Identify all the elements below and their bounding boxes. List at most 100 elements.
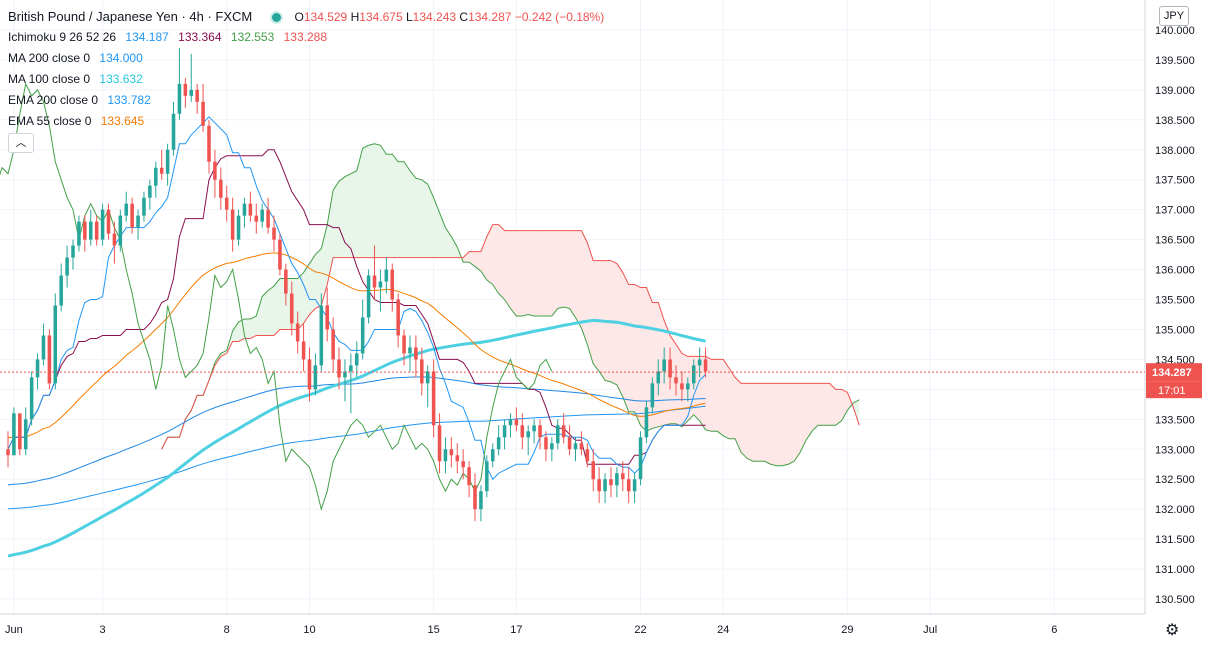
- indicator-ema200[interactable]: EMA 200 close 0 133.782: [8, 90, 604, 111]
- candle: [248, 191, 253, 222]
- senkou-span-a-line: [161, 143, 860, 467]
- cloud-segment: [374, 143, 381, 258]
- cloud-segment: [433, 197, 440, 258]
- cloud-segment: [475, 251, 481, 272]
- candle-body: [201, 101, 205, 126]
- cloud-segment: [492, 224, 499, 294]
- candle-body: [431, 371, 436, 426]
- indicator-value: 134.000: [99, 51, 143, 65]
- indicator-ma200[interactable]: MA 200 close 0 134.000: [8, 48, 604, 69]
- y-tick-label: 130.500: [1155, 594, 1195, 606]
- gear-icon[interactable]: ⚙: [1165, 622, 1180, 639]
- candle-body: [12, 413, 16, 456]
- candle: [260, 203, 264, 228]
- candle: [35, 353, 40, 390]
- cloud-segment: [540, 230, 546, 316]
- cloud-segment: [634, 284, 641, 426]
- candle-body: [420, 359, 424, 384]
- candle-body: [443, 449, 448, 462]
- candle-body: [284, 269, 288, 294]
- candle-body: [130, 203, 134, 228]
- indicator-ema55[interactable]: EMA 55 close 0 133.645: [8, 111, 604, 132]
- cloud-segment: [386, 154, 393, 258]
- candle: [165, 143, 170, 186]
- symbol-title[interactable]: British Pound / Japanese Yen · 4h · FXCM: [8, 9, 253, 24]
- candle-body: [278, 239, 282, 270]
- candle-body: [337, 359, 341, 378]
- candle-body: [207, 125, 211, 162]
- indicator-ichimoku[interactable]: Ichimoku 9 26 52 26 134.187 133.364 132.…: [8, 27, 604, 48]
- cloud-segment: [717, 359, 724, 436]
- candle-body: [650, 383, 655, 408]
- cloud-segment: [640, 287, 647, 432]
- candle-body: [165, 149, 170, 174]
- candle: [301, 323, 306, 372]
- candle-body: [248, 203, 253, 216]
- y-tick-label: 135.000: [1155, 324, 1195, 336]
- candle-body: [668, 359, 672, 378]
- candle: [650, 377, 655, 414]
- candle-body: [502, 425, 507, 438]
- candle-body: [366, 275, 371, 318]
- cloud-segment: [498, 224, 505, 300]
- candle-body: [579, 443, 584, 450]
- cloud-segment: [652, 302, 659, 429]
- candle-body: [485, 461, 489, 492]
- countdown-label: 17:01: [1158, 385, 1186, 397]
- x-tick-label: 8: [224, 624, 230, 636]
- candle-body: [538, 425, 542, 438]
- indicator-ma100[interactable]: MA 100 close 0 133.632: [8, 69, 604, 90]
- cloud-segment: [705, 356, 712, 432]
- candle-body: [77, 221, 81, 246]
- y-tick-label: 132.000: [1155, 504, 1195, 516]
- candle: [674, 365, 678, 396]
- candle-body: [35, 359, 40, 378]
- candle: [402, 329, 406, 366]
- candle: [343, 359, 347, 402]
- candle: [100, 203, 105, 246]
- candle: [159, 149, 164, 180]
- cloud-segment: [764, 383, 771, 465]
- candle: [686, 377, 690, 402]
- cloud-segment: [339, 176, 345, 258]
- cloud-segment: [356, 148, 363, 258]
- collapse-legend-button[interactable]: ︿: [8, 133, 34, 153]
- cloud-segment: [380, 145, 387, 258]
- candle: [449, 437, 454, 468]
- candle-body: [555, 425, 560, 444]
- candle-body: [573, 443, 578, 450]
- cloud-segment: [723, 359, 730, 439]
- candle: [414, 335, 418, 378]
- candle-body: [325, 305, 329, 330]
- last-price-tag: [1146, 363, 1202, 382]
- candle: [691, 359, 696, 390]
- candle: [662, 347, 666, 384]
- cloud-segment: [427, 184, 434, 258]
- candle-body: [609, 479, 613, 486]
- candle: [479, 485, 483, 522]
- candle-body: [177, 83, 182, 114]
- candle-body: [183, 83, 188, 96]
- cloud-segment: [628, 284, 635, 412]
- cloud-segment: [232, 321, 239, 342]
- candle-body: [65, 257, 69, 276]
- indicator-label: MA 200 close 0: [8, 51, 91, 65]
- candle: [615, 467, 619, 498]
- candle: [272, 215, 276, 252]
- last-price-label: 134.287: [1152, 367, 1192, 379]
- candle: [289, 281, 294, 336]
- currency-badge[interactable]: JPY: [1159, 6, 1189, 26]
- candle: [349, 353, 353, 414]
- candle: [467, 461, 471, 498]
- cloud-segment: [368, 143, 375, 258]
- cloud-segment: [800, 383, 807, 453]
- cloud-segment: [829, 383, 836, 426]
- indicator-label: Ichimoku 9 26 52 26: [8, 30, 117, 44]
- candle-body: [343, 371, 347, 378]
- candle: [585, 443, 590, 468]
- candle: [526, 425, 530, 456]
- x-tick-label: Jun: [5, 624, 23, 636]
- cloud-segment: [587, 242, 594, 364]
